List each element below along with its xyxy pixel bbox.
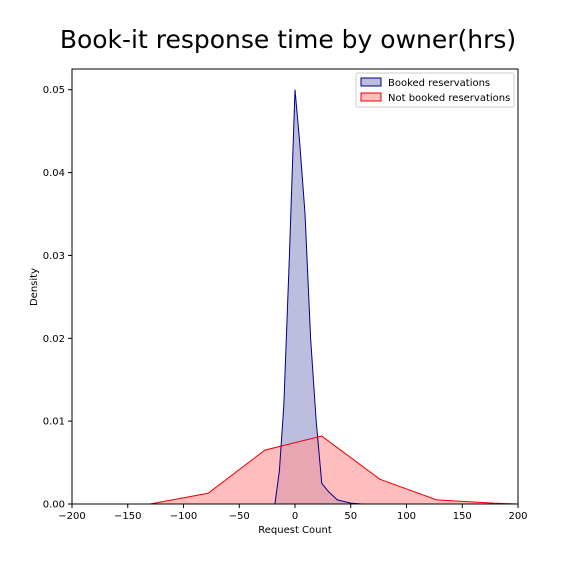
y-axis: 0.00 0.01 0.02 0.03 0.04 0.05 xyxy=(43,85,72,511)
x-tick-label: 150 xyxy=(453,511,472,522)
legend-label-booked: Booked reservations xyxy=(388,78,490,89)
x-tick-label: 200 xyxy=(508,511,527,522)
y-axis-title: Density xyxy=(29,268,40,306)
x-tick-label: 100 xyxy=(397,511,416,522)
y-tick-label: 0.05 xyxy=(43,85,65,96)
legend-swatch-not-booked xyxy=(360,92,382,102)
y-tick-label: 0.04 xyxy=(43,168,65,179)
x-tick-label: 0 xyxy=(292,511,298,522)
x-tick-label: −50 xyxy=(229,511,250,522)
x-axis: −200 −150 −100 −50 0 50 100 150 200 xyxy=(58,504,528,522)
x-tick-label: −100 xyxy=(170,511,197,522)
series-area-booked-reservations xyxy=(274,89,362,505)
series-line-booked-reservations xyxy=(274,89,362,505)
x-tick-label: −150 xyxy=(114,511,141,522)
x-tick-label: −200 xyxy=(58,511,85,522)
legend-label-not-booked: Not booked reservations xyxy=(388,93,510,104)
plot-area xyxy=(71,68,519,505)
y-tick-label: 0.03 xyxy=(43,251,65,262)
y-tick-label: 0.01 xyxy=(43,417,65,428)
legend-box xyxy=(355,72,515,108)
y-tick-label: 0.02 xyxy=(43,334,65,345)
x-tick-label: 50 xyxy=(344,511,357,522)
x-axis-title: Request Count xyxy=(258,525,332,536)
chart-title: Book-it response time by owner(hrs) xyxy=(60,25,516,54)
series-line-not-booked-reservations xyxy=(149,435,519,505)
series-area-not-booked-reservations xyxy=(150,436,519,504)
y-tick-label: 0.00 xyxy=(43,500,65,511)
legend: Booked reservations Not booked reservati… xyxy=(355,72,515,108)
legend-swatch-booked xyxy=(360,77,382,87)
